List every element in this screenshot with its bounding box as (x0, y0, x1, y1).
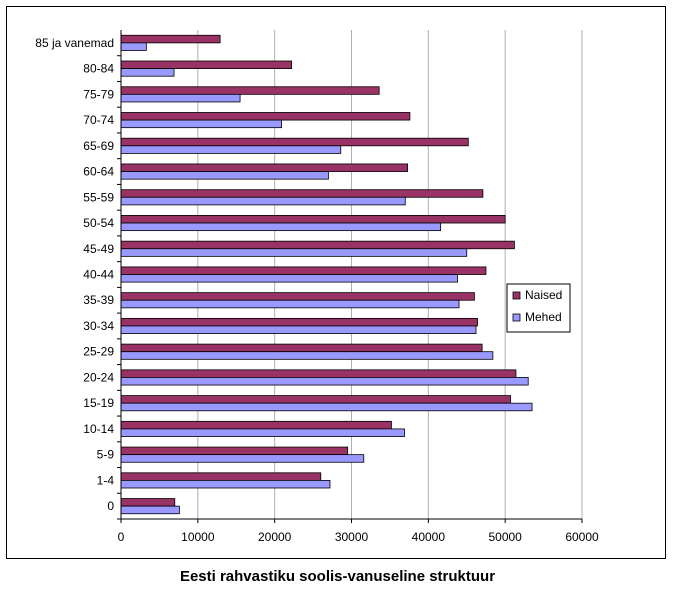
population-bar-chart: 0 1-4 5-9 10-14 15-19 20-24 25-29 30-34 35-39 40-… (35, 30, 599, 544)
bar-mehed-45-49 (120, 248, 468, 257)
x-tick-label: 30000 (335, 530, 369, 544)
category-label: 45-49 (83, 242, 114, 256)
bar-naised-65-69 (120, 137, 469, 147)
bar-mehed-20-24 (120, 377, 529, 386)
bar-naised-10-14 (120, 420, 392, 430)
category-label: 30-34 (83, 319, 114, 333)
category-label: 20-24 (83, 370, 114, 384)
category-label: 60-64 (83, 165, 114, 179)
category-label: 70-74 (83, 113, 114, 127)
bar-mehed-10-14 (120, 428, 405, 437)
bar-mehed-75-79 (120, 93, 241, 103)
bar-naised-15-19 (120, 395, 511, 404)
category-label: 50-54 (83, 216, 114, 230)
bar-mehed-25-29 (120, 351, 494, 360)
bar-naised-45-49 (120, 240, 515, 250)
bar-mehed-85-ja-vanemad (120, 42, 147, 51)
bar-mehed-55-59 (120, 196, 406, 206)
bar-naised-70-74 (120, 112, 411, 121)
category-label: 15-19 (83, 396, 114, 410)
x-tick-label: 0 (118, 530, 125, 544)
bar-naised-35-39 (120, 292, 475, 301)
legend-label-mehed: Mehed (525, 310, 562, 324)
bar-naised-20-24 (120, 369, 517, 378)
bar-naised-75-79 (120, 86, 380, 95)
bar-mehed-5-9 (120, 454, 365, 463)
x-tick-label: 20000 (258, 530, 292, 544)
bar-naised-1-4 (120, 472, 322, 481)
bar-mehed-0 (120, 505, 180, 515)
legend-swatch-naised (512, 291, 521, 300)
legend-label-naised: Naised (525, 288, 562, 302)
bar-naised-55-59 (120, 189, 484, 198)
category-label: 75-79 (83, 87, 114, 101)
bar-naised-25-29 (120, 343, 483, 353)
category-label: 80-84 (83, 62, 114, 76)
category-label: 65-69 (83, 139, 114, 153)
x-tick-label: 50000 (488, 530, 522, 544)
x-tick-label: 10000 (181, 530, 215, 544)
bar-mehed-1-4 (120, 479, 331, 489)
bar-mehed-60-64 (120, 171, 329, 180)
bar-naised-85-ja-vanemad (120, 34, 221, 44)
category-label: 0 (107, 499, 114, 513)
bar-naised-0 (120, 498, 176, 507)
category-label: 55-59 (83, 190, 114, 204)
bar-naised-5-9 (120, 446, 349, 456)
bar-mehed-35-39 (120, 299, 460, 309)
legend-swatch-mehed (512, 313, 521, 322)
bar-mehed-65-69 (120, 145, 342, 154)
bar-naised-50-54 (120, 215, 506, 224)
bar-naised-40-44 (120, 266, 487, 275)
bar-naised-30-34 (120, 317, 478, 327)
category-label: 5-9 (97, 448, 115, 462)
bar-mehed-80-84 (120, 68, 175, 77)
chart-title: Eesti rahvastiku soolis-vanuseline struk… (179, 568, 496, 585)
category-label: 40-44 (83, 268, 114, 282)
bar-mehed-30-34 (120, 325, 477, 334)
bar-mehed-50-54 (120, 222, 442, 232)
bar-naised-80-84 (120, 60, 292, 70)
chart-frame (6, 6, 666, 559)
bar-mehed-70-74 (120, 119, 282, 129)
x-tick-label: 40000 (412, 530, 446, 544)
bar-mehed-15-19 (120, 402, 533, 412)
category-label: 85 ja vanemad (35, 36, 114, 50)
category-label: 25-29 (83, 345, 114, 359)
category-label: 1-4 (97, 473, 115, 487)
bar-mehed-40-44 (120, 274, 458, 283)
bar-naised-60-64 (120, 163, 408, 172)
category-label: 10-14 (83, 422, 114, 436)
x-tick-label: 60000 (565, 530, 599, 544)
category-label: 35-39 (83, 293, 114, 307)
